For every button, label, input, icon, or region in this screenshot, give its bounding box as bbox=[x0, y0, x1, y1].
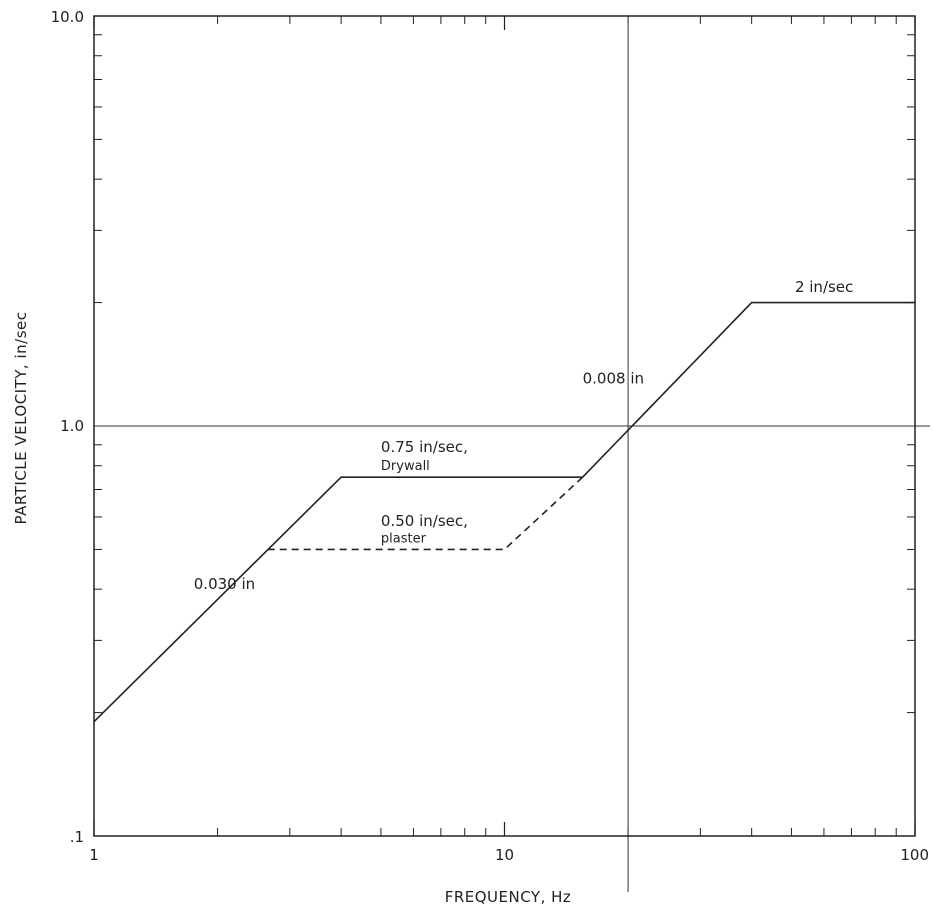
plot-frame bbox=[93, 15, 916, 837]
x-axis-title: FREQUENCY, Hz bbox=[445, 888, 572, 906]
y-tick-label: 10.0 bbox=[51, 8, 84, 26]
minor-ticks bbox=[93, 16, 916, 836]
x-tick-label: 1 bbox=[89, 846, 99, 864]
tick-labels: 1 10 100 .1 1.0 10.0 bbox=[51, 8, 929, 864]
x-tick-label: 10 bbox=[495, 846, 514, 864]
annotations: 0.030 in 0.75 in/sec, Drywall 0.50 in/sec,p… bbox=[194, 278, 854, 593]
y-tick-label: 1.0 bbox=[60, 417, 84, 435]
x-tick-label: 100 bbox=[900, 846, 929, 864]
annotation-label: 0.50 in/sec, bbox=[381, 512, 468, 530]
y-axis-title: PARTICLE VELOCITY, in/sec bbox=[12, 312, 30, 525]
plaster-limit-line bbox=[267, 476, 584, 551]
annotation-label: 2 in/sec bbox=[795, 278, 853, 296]
annotation-label: Drywall bbox=[381, 459, 430, 474]
annotation-label: 0.008 in bbox=[583, 369, 644, 387]
annotation-label: 0.030 in bbox=[194, 575, 255, 593]
annotation-label: 0.75 in/sec, bbox=[381, 438, 468, 456]
series-layer bbox=[93, 301, 915, 723]
drywall-limit-line bbox=[93, 301, 915, 723]
annotation-label: plaster bbox=[381, 531, 427, 546]
y-tick-label: .1 bbox=[70, 828, 84, 846]
